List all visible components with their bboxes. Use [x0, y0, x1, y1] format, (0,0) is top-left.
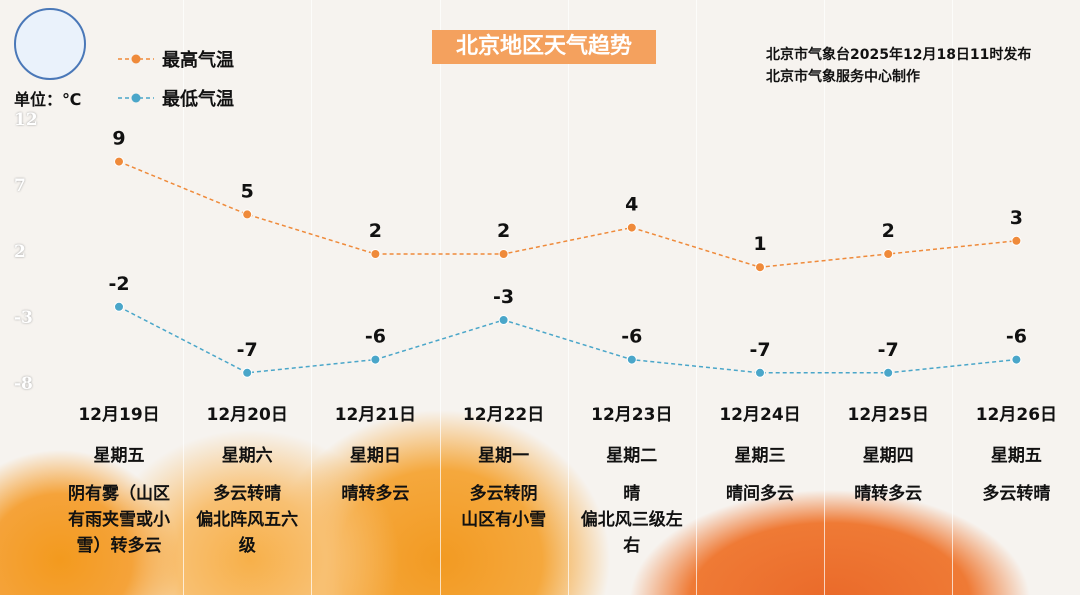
- weekday-label: 星期五: [990, 446, 1042, 466]
- data-point: [370, 354, 381, 365]
- column-divider: [439, 0, 441, 595]
- date-label: 12月22日: [462, 405, 545, 425]
- weekday-label: 星期五: [93, 446, 145, 466]
- column-divider: [567, 0, 569, 595]
- data-label: 3: [1010, 207, 1023, 229]
- data-point: [498, 249, 509, 259]
- data-label: -6: [1006, 326, 1027, 348]
- y-tick-label: -3: [14, 308, 33, 328]
- weather-description: 多云转阴 山区有小雪: [461, 484, 547, 530]
- data-label: -7: [749, 339, 770, 361]
- data-point: [755, 262, 765, 273]
- data-point: [626, 354, 637, 365]
- column-divider: [824, 0, 826, 595]
- legend-low: 最低气温: [118, 85, 234, 111]
- weather-description: 晴转多云: [854, 484, 923, 504]
- legend-high: 最高气温: [118, 46, 234, 72]
- date-label: 12月24日: [719, 405, 801, 425]
- data-label: 2: [882, 220, 895, 242]
- data-point: [242, 209, 253, 220]
- weekday-label: 星期日: [349, 446, 401, 466]
- weather-description: 晴 偏北风三级左右: [580, 484, 683, 556]
- data-label: 1: [753, 233, 766, 255]
- date-label: 12月23日: [591, 405, 673, 425]
- data-label: -6: [365, 326, 386, 348]
- y-tick-label: 7: [14, 176, 26, 196]
- publisher-line: 北京市气象台2025年12月18日11时发布: [766, 47, 1032, 63]
- data-label: 9: [112, 128, 125, 150]
- publisher-info: 北京市气象台2025年12月18日11时发布 北京市气象服务中心制作: [766, 44, 1031, 88]
- data-point: [626, 222, 637, 233]
- data-label: -3: [493, 286, 514, 308]
- page-title: 北京地区天气趋势: [432, 30, 656, 64]
- data-label: -7: [878, 339, 899, 361]
- weekday-label: 星期六: [221, 446, 273, 466]
- data-point: [370, 249, 381, 259]
- data-point: [755, 367, 765, 378]
- weather-description: 阴有雾（山区有雨夹雪或小雪）转多云: [68, 484, 170, 556]
- data-label: 5: [241, 180, 254, 202]
- unit-label: 单位：℃: [14, 90, 82, 109]
- y-tick-label: -8: [14, 374, 33, 394]
- data-point: [498, 315, 509, 325]
- column-divider: [952, 0, 954, 595]
- y-tick-label: 12: [14, 110, 38, 130]
- column-divider: [696, 0, 697, 595]
- data-point: [883, 249, 894, 259]
- data-label: -6: [621, 326, 642, 348]
- data-point: [242, 367, 253, 378]
- weather-description: 晴转多云: [341, 484, 410, 504]
- date-label: 12月20日: [206, 405, 288, 425]
- date-label: 12月25日: [847, 405, 929, 425]
- weather-description: 多云转晴: [982, 484, 1051, 504]
- weekday-label: 星期二: [606, 446, 658, 466]
- data-point: [114, 156, 124, 167]
- high-temp-line: [118, 160, 1017, 268]
- date-label: 12月19日: [78, 405, 160, 425]
- data-label: 2: [369, 220, 382, 242]
- low-temp-line: [118, 306, 1017, 374]
- data-point: [114, 301, 124, 312]
- weekday-label: 星期四: [862, 446, 914, 466]
- legend-label: 最高气温: [162, 50, 234, 71]
- weekday-label: 星期一: [478, 446, 530, 466]
- date-label: 12月26日: [975, 405, 1058, 425]
- column-divider: [311, 0, 313, 595]
- meteorological-service-logo: [14, 8, 86, 80]
- data-label: 2: [497, 220, 510, 242]
- weekday-label: 星期三: [734, 446, 786, 466]
- weather-description: 多云转晴 偏北阵风五六级: [196, 484, 299, 556]
- date-label: 12月21日: [334, 405, 417, 425]
- weather-description: 晴间多云: [726, 484, 794, 504]
- y-tick-label: 2: [14, 242, 26, 262]
- legend-label: 最低气温: [162, 89, 234, 110]
- column-divider: [183, 0, 185, 595]
- data-label: 4: [625, 194, 638, 216]
- data-point: [1011, 354, 1022, 365]
- data-point: [883, 367, 894, 378]
- data-point: [1011, 235, 1022, 246]
- producer-line: 北京市气象服务中心制作: [766, 69, 920, 85]
- data-label: -2: [108, 273, 129, 295]
- data-label: -7: [237, 339, 258, 361]
